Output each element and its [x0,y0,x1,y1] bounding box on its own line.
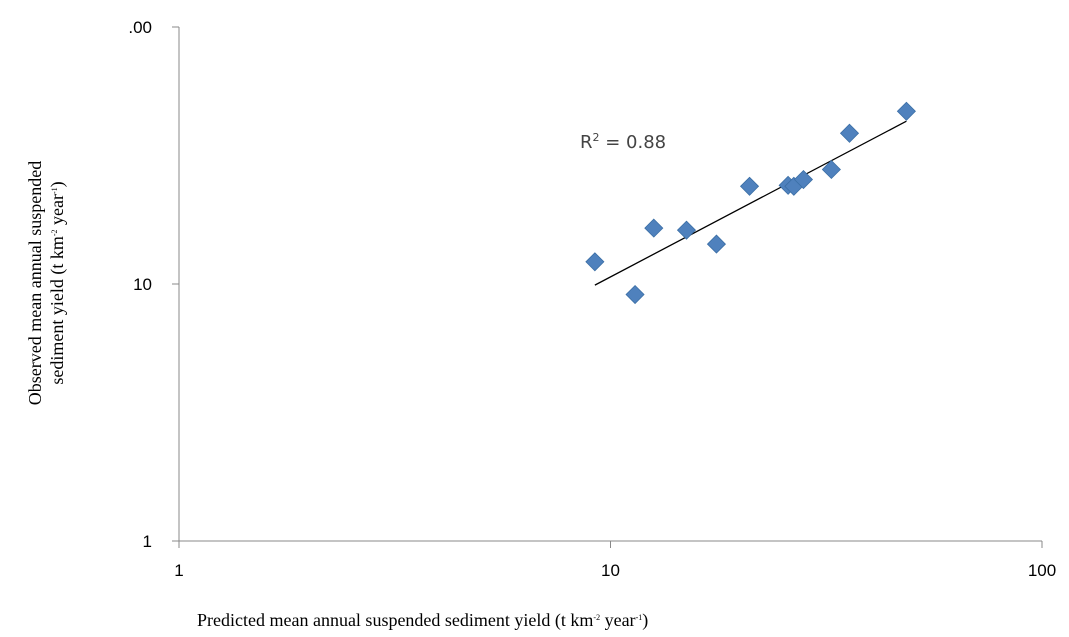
y-axis-title-line1: Observed mean annual suspended [25,161,45,405]
y-tick-label: 1 [143,532,152,551]
tick-marks [172,26,1043,548]
trendline [594,120,907,286]
x-tick-label: 100 [1028,561,1056,580]
x-axis-title: Predicted mean annual suspended sediment… [197,610,648,631]
x-tick-label: 10 [601,561,620,580]
data-point [821,159,841,180]
y-axis-title: Observed mean annual suspended sediment … [25,161,68,405]
data-point [839,123,860,143]
tick-labels: 1 1 10 10 100 .00 [128,18,1056,580]
x-tick-label: 1 [174,561,183,580]
data-point [644,218,664,238]
data-point [706,234,727,254]
data-point [739,176,760,196]
y-axis-title-line2: sediment yield (t km-2 year-1) [47,181,68,384]
y-tick-label: .00 [128,18,152,37]
data-point [625,284,645,305]
r-squared-annotation: R2 = 0.88 [580,131,666,153]
y-tick-label: 10 [133,275,152,294]
data-point [896,101,916,121]
data-point [793,169,814,190]
data-point [585,252,605,272]
plot-area: 1 1 10 10 100 .00 [128,18,1056,580]
data-point [676,220,697,240]
data-markers [585,101,916,305]
